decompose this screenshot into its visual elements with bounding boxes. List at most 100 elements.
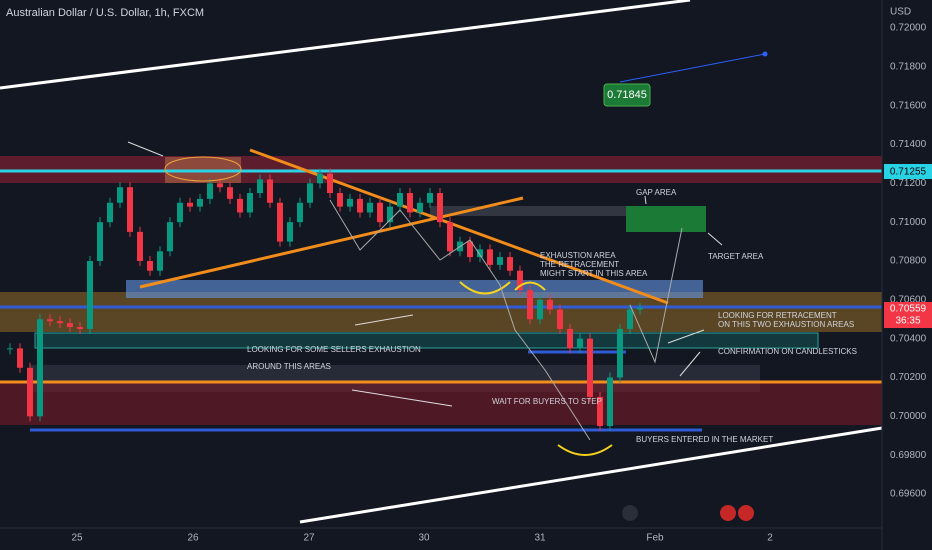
channel-line [0, 0, 691, 90]
candle-body [237, 198, 243, 213]
candle-body [477, 249, 483, 258]
currency: USD [890, 7, 911, 18]
candle-body [487, 249, 493, 265]
date-label: Feb [646, 533, 664, 544]
event-icon[interactable] [622, 505, 638, 521]
candle-body [327, 173, 333, 194]
candle-body [597, 396, 603, 427]
note: BUYERS ENTERED IN THE MARKET [636, 435, 773, 444]
ellipse [164, 156, 242, 182]
exhaustion-zone [126, 280, 703, 298]
candle-body [7, 348, 13, 350]
price-label: 0.71600 [890, 100, 927, 111]
candle-body [377, 202, 383, 223]
price-tag-text: 0.71255 [890, 167, 927, 178]
candle-body [67, 323, 73, 328]
price-tag-text: 0.70559 [890, 304, 927, 315]
gap-band [430, 206, 702, 216]
candle-body [107, 202, 113, 223]
candle-body [127, 187, 133, 232]
candle-body [307, 183, 313, 203]
note: CONFIRMATION ON CANDLESTICKS [718, 347, 857, 356]
candle-body [517, 270, 523, 291]
candles [7, 168, 643, 432]
candle-body [197, 198, 203, 207]
projection [629, 227, 683, 364]
date-label: 27 [303, 533, 315, 544]
zones [0, 156, 882, 425]
candle-body [397, 193, 403, 207]
candle-body [317, 173, 323, 184]
candle-body [297, 202, 303, 223]
candle-body [577, 338, 583, 349]
note: MIGHT START IN THIS AREA [540, 269, 648, 278]
candle-body [467, 241, 473, 258]
note: LOOKING FOR RETRACEMENT [718, 311, 837, 320]
candle-body [607, 377, 613, 427]
candle-body [27, 367, 33, 417]
candle-body [277, 202, 283, 242]
candle-body [427, 193, 433, 203]
candle-body [257, 179, 263, 194]
title: Australian Dollar / U.S. Dollar, 1h, FXC… [6, 7, 204, 19]
candle-body [167, 222, 173, 252]
note: TARGET AREA [708, 252, 764, 261]
candle-body [147, 261, 153, 271]
candle-body [447, 222, 453, 252]
note: EXHAUSTION AREA [540, 251, 616, 260]
event-icon[interactable] [720, 505, 736, 521]
candle-body [37, 319, 43, 417]
price-label: 0.71400 [890, 139, 927, 150]
candle-body [137, 231, 143, 261]
candle-body [77, 327, 83, 329]
candle-body [97, 222, 103, 261]
candle-body [187, 202, 193, 207]
teal-zone [34, 332, 819, 349]
candle-body [417, 202, 423, 213]
candle-body [57, 321, 63, 324]
candle-body [117, 187, 123, 203]
note: AROUND THIS AREAS [247, 362, 331, 371]
candle-body [207, 183, 213, 199]
candle-body [587, 338, 593, 397]
candle-body [267, 179, 273, 203]
candle-body [247, 193, 253, 213]
price-label: 0.70400 [890, 333, 927, 344]
candle-body [287, 222, 293, 242]
note: GAP AREA [636, 188, 677, 197]
date-label: 30 [418, 533, 430, 544]
candle-body [337, 193, 343, 207]
candle-body [627, 309, 633, 329]
candle-body [227, 187, 233, 199]
event-icon[interactable] [738, 505, 754, 521]
note: ON THIS TWO EXHAUSTION AREAS [718, 320, 854, 329]
candle-body [177, 202, 183, 223]
date-label: 25 [71, 533, 83, 544]
target-line [619, 53, 766, 83]
gap-area [626, 206, 706, 232]
price-label: 0.71800 [890, 61, 927, 72]
target-tag-text: 0.71845 [607, 89, 647, 101]
channel-line [299, 426, 883, 524]
price-axis: 0.72000 0.71800 0.71600 0.71400 0.71200 0.710… [890, 23, 927, 500]
price-tag [884, 302, 932, 328]
price-label: 0.71200 [890, 178, 927, 189]
price-label: 0.70800 [890, 256, 927, 267]
drawings [127, 51, 768, 456]
date-label: 26 [187, 533, 199, 544]
demand-zone [0, 292, 882, 332]
candle-body [387, 206, 393, 223]
candle-body [497, 257, 503, 265]
price-label: 0.69800 [890, 450, 927, 461]
projection [329, 199, 591, 441]
candle-body [217, 183, 223, 188]
price-label: 0.70200 [890, 372, 927, 383]
arcs [459, 281, 613, 456]
candle-body [407, 193, 413, 213]
price-tag [884, 164, 932, 179]
candle-body [567, 328, 573, 349]
candle-body [367, 202, 373, 213]
trend-line [139, 196, 524, 289]
